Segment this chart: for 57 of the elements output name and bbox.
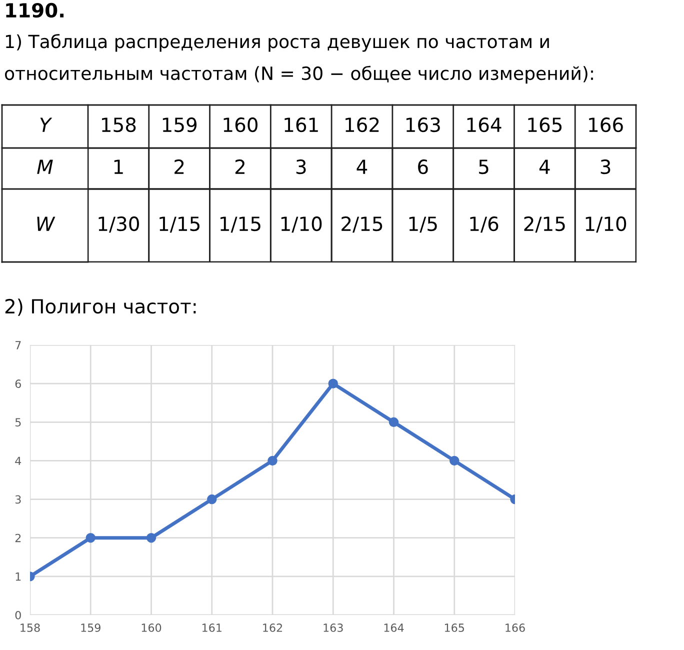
- text: 1/15: [220, 216, 260, 233]
- text: 1/30: [98, 216, 139, 233]
- x-tick-label: 166: [506, 624, 525, 632]
- x-tick-label: 162: [263, 624, 282, 632]
- point: [146, 532, 156, 543]
- text: 4: [356, 160, 368, 174]
- y-tick-label: 3: [15, 495, 21, 504]
- x-tick-label: 160: [142, 624, 162, 632]
- y-tick-label: 7: [16, 341, 21, 350]
- x-tick-label: 165: [528, 117, 562, 132]
- x-tick-label: 158: [20, 624, 40, 632]
- text: 3: [296, 159, 306, 174]
- y-tick-label: 0: [15, 610, 21, 620]
- x-tick-label: 163: [324, 624, 343, 632]
- y-tick-label: 6: [15, 380, 21, 388]
- point: [328, 378, 338, 388]
- x-tick-label: 159: [81, 624, 100, 632]
- x-tick-label: 161: [202, 624, 222, 632]
- x-tick-label: 159: [162, 117, 197, 132]
- point: [388, 417, 399, 428]
- text: 5: [479, 160, 488, 174]
- x-tick-label: 158: [102, 117, 136, 132]
- x-tick-label: 161: [284, 117, 318, 132]
- text: 4: [539, 160, 550, 174]
- text: 1/6: [470, 216, 498, 233]
- text: 2: [235, 159, 244, 174]
- x-tick-label: 160: [224, 117, 258, 132]
- text: 1/10: [586, 216, 626, 233]
- text: 1: [114, 160, 123, 174]
- text: 1/15: [160, 216, 200, 233]
- chart-title: 1190.: [6, 2, 64, 18]
- chart-title: 2) Полигон частот:: [5, 298, 196, 316]
- x-tick-label: 163: [406, 117, 440, 132]
- x-axis-title: Y: [40, 118, 52, 132]
- point: [207, 494, 217, 504]
- y-tick-label: 5: [15, 418, 21, 427]
- x-tick-label: 166: [589, 117, 623, 132]
- x-tick-label: 165: [444, 624, 464, 632]
- y-tick-label: 2: [15, 534, 21, 542]
- chart-subtitle: 1) Таблица распределения роста девушек по частотам и относительным частотам (N = 30 − общее число измерений):: [4, 34, 593, 84]
- text: 2/15: [524, 216, 565, 233]
- text: 6: [418, 159, 428, 174]
- point: [450, 456, 460, 466]
- text: 3: [600, 159, 610, 174]
- x-tick-label: 164: [467, 117, 502, 132]
- y-tick-label: W: [37, 216, 56, 231]
- y-tick-label: 4: [15, 456, 22, 465]
- x-tick-label: 164: [384, 624, 404, 632]
- point: [268, 456, 278, 466]
- y-tick-label: 1: [16, 572, 21, 581]
- text: 2/15: [342, 216, 382, 233]
- text: 1/10: [281, 216, 322, 233]
- y-tick-label: M: [37, 160, 53, 174]
- point: [86, 532, 96, 543]
- text: 1/5: [409, 216, 437, 233]
- x-tick-label: 162: [346, 117, 379, 132]
- text: 2: [174, 159, 184, 174]
